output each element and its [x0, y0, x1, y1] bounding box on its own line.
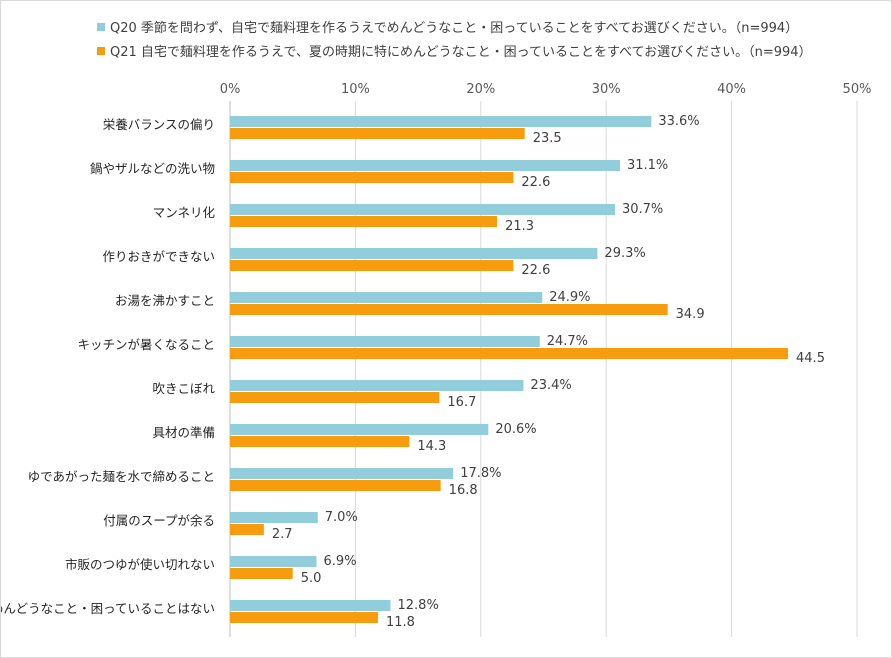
data-label-q20: 30.7%: [622, 202, 663, 217]
data-label-q21: 11.8: [386, 615, 415, 630]
bar-q21: [230, 568, 293, 579]
category-label: 付属のスープが余る: [103, 513, 215, 528]
category-label: 作りおきができない: [102, 249, 215, 264]
bar-q21: [230, 260, 514, 271]
data-label-q20: 31.1%: [627, 158, 668, 173]
data-label-q20: 33.6%: [658, 114, 699, 129]
x-tick-label: 30%: [592, 82, 621, 97]
bar-q20: [230, 292, 543, 303]
data-label-q21: 14.3: [417, 439, 446, 454]
data-label-q21: 23.5: [533, 131, 562, 146]
data-label-q20: 23.4%: [530, 378, 571, 393]
data-label-q21: 5.0: [301, 571, 322, 586]
bar-q20: [230, 248, 598, 259]
data-label-q21: 21.3: [505, 219, 534, 234]
x-tick-label: 0%: [220, 82, 241, 97]
bar-q20: [230, 556, 317, 567]
data-label-q20: 7.0%: [325, 510, 358, 525]
legend-item-q21: Q21 自宅で麺料理を作るうえで、夏の時期に特にめんどうなこと・困っていることを…: [97, 41, 812, 60]
data-label-q21: 22.6: [521, 175, 550, 190]
bar-q21: [230, 392, 440, 403]
bar-q20: [230, 204, 615, 215]
bar-q21: [230, 216, 498, 227]
bar-q20: [230, 512, 318, 523]
category-label: 栄養バランスの偏り: [103, 117, 215, 132]
category-label: 鍋やザルなどの洗い物: [90, 161, 215, 176]
data-label-q20: 20.6%: [495, 422, 536, 437]
data-label-q21: 16.8: [449, 483, 478, 498]
data-label-q20: 24.7%: [547, 334, 588, 349]
bar-q21: [230, 524, 264, 535]
x-tick-label: 40%: [717, 82, 746, 97]
legend-item-q20: Q20 季節を問わず、自宅で麺料理を作るうえでめんどうなこと・困っていることをす…: [97, 17, 798, 36]
bar-q20: [230, 468, 454, 479]
data-label-q20: 17.8%: [460, 466, 501, 481]
legend-label-q21: Q21 自宅で麺料理を作るうえで、夏の時期に特にめんどうなこと・困っていることを…: [110, 45, 812, 60]
legend-label-q20: Q20 季節を問わず、自宅で麺料理を作るうえでめんどうなこと・困っていることをす…: [110, 21, 799, 36]
category-label: マンネリ化: [153, 205, 216, 220]
x-tick-label: 10%: [341, 82, 370, 97]
category-label: キッチンが暑くなること: [77, 337, 215, 352]
data-label-q21: 16.7: [447, 395, 476, 410]
bar-q20: [230, 336, 540, 347]
category-label: 市販のつゆが使い切れない: [65, 557, 215, 572]
category-label: 具材の準備: [152, 425, 215, 440]
data-label-q21: 22.6: [521, 263, 550, 278]
bar-q21: [230, 128, 525, 139]
x-tick-label: 20%: [466, 82, 495, 97]
data-label-q20: 6.9%: [324, 554, 357, 569]
bar-q20: [230, 424, 489, 435]
data-label-q21: 2.7: [272, 527, 293, 542]
data-label-q20: 24.9%: [549, 290, 590, 305]
bar-q21: [230, 304, 668, 315]
category-label: お湯を沸かすこと: [115, 293, 215, 308]
bar-q20: [230, 380, 524, 391]
bar-q20: [230, 116, 652, 127]
bar-q21: [230, 172, 514, 183]
bar-q21: [230, 436, 410, 447]
bar-q21: [230, 348, 789, 359]
data-label-q20: 12.8%: [398, 598, 439, 613]
data-label-q21: 44.5: [796, 351, 825, 366]
bar-q21: [230, 612, 378, 623]
data-label-q21: 34.9: [676, 307, 705, 322]
bar-q20: [230, 600, 391, 611]
category-label: ゆであがった麺を水で締めること: [28, 469, 215, 484]
category-label: めんどうなこと・困っていることはない: [1, 601, 215, 616]
legend-swatch-q21: [97, 47, 105, 55]
bar-q21: [230, 480, 441, 491]
legend-swatch-q20: [97, 23, 105, 31]
category-label: 吹きこぼれ: [152, 381, 215, 396]
data-label-q20: 29.3%: [604, 246, 645, 261]
bar-q20: [230, 160, 620, 171]
x-tick-label: 50%: [843, 82, 872, 97]
